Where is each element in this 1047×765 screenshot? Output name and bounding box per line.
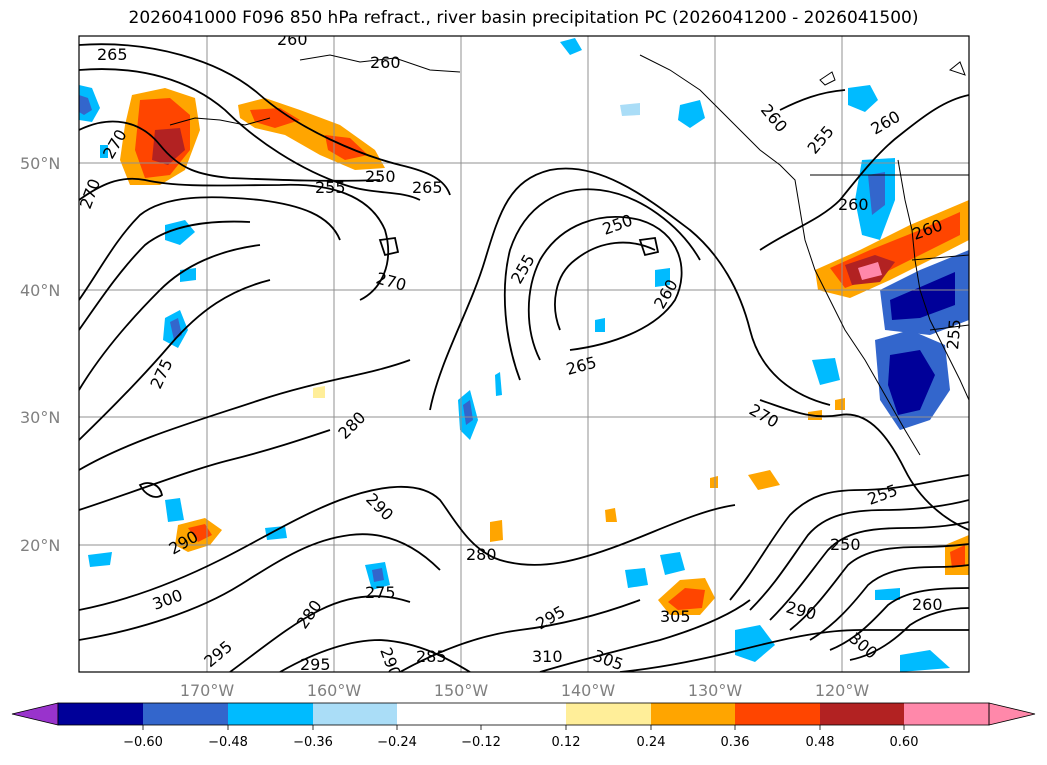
contour-label: 305 — [660, 607, 691, 626]
contour-label: 250 — [365, 167, 396, 186]
colorbar-segment — [904, 703, 989, 725]
precipitation-shading — [79, 38, 969, 672]
lon-label: 120°W — [815, 681, 870, 700]
colorbar-segment — [397, 703, 481, 725]
colorbar-tick: 0.48 — [806, 735, 835, 750]
lat-label: 40°N — [20, 281, 60, 300]
contour-label: 260 — [370, 53, 401, 72]
colorbar-tick: −0.48 — [208, 735, 248, 750]
colorbar-under-arrow — [11, 702, 59, 726]
contour-label: 265 — [412, 178, 443, 197]
lat-label: 30°N — [20, 408, 60, 427]
lon-label: 140°W — [561, 681, 616, 700]
contour-label: 265 — [97, 45, 128, 64]
colorbar: −0.60 −0.48 −0.36 −0.24 −0.12 0.12 0.24 … — [11, 702, 1036, 750]
colorbar-segment — [143, 703, 228, 725]
colorbar-over-arrow — [988, 702, 1036, 726]
lat-label: 20°N — [20, 536, 60, 555]
contour-label: 310 — [532, 647, 563, 666]
lon-label: 160°W — [307, 681, 362, 700]
colorbar-tick: 0.24 — [637, 735, 666, 750]
colorbar-segment — [481, 703, 566, 725]
contour-label: 260 — [277, 30, 308, 49]
figure-title: 2026041000 F096 850 hPa refract., river … — [128, 8, 919, 28]
contour-label: 260 — [838, 195, 869, 214]
colorbar-segment — [566, 703, 651, 725]
map-frame — [78, 35, 970, 673]
contour-label: 275 — [365, 583, 396, 602]
colorbar-segment — [735, 703, 820, 725]
colorbar-tick: −0.36 — [293, 735, 333, 750]
contour-label: 255 — [315, 178, 346, 197]
latitude-labels: 50°N 40°N 30°N 20°N — [20, 154, 60, 555]
colorbar-tick: −0.60 — [123, 735, 163, 750]
lon-label: 130°W — [688, 681, 743, 700]
colorbar-tick: 0.12 — [552, 735, 581, 750]
colorbar-segment — [820, 703, 904, 725]
contour-label: 280 — [466, 545, 497, 564]
contour-label: 295 — [300, 655, 331, 674]
contour-label: 250 — [830, 535, 861, 554]
refractivity-contours — [79, 43, 969, 672]
colorbar-tick: 0.60 — [890, 735, 919, 750]
colorbar-tick: −0.24 — [377, 735, 417, 750]
coastlines — [169, 54, 969, 456]
lon-label: 150°W — [434, 681, 489, 700]
colorbar-tick: −0.12 — [461, 735, 501, 750]
lon-label: 170°W — [180, 681, 235, 700]
colorbar-segment — [58, 703, 143, 725]
map-background — [79, 36, 969, 672]
contour-label: 285 — [416, 647, 447, 666]
contour-label: 255 — [943, 318, 965, 350]
longitude-labels: 170°W 160°W 150°W 140°W 130°W 120°W — [180, 681, 870, 700]
colorbar-segment — [313, 703, 397, 725]
colorbar-segment — [651, 703, 735, 725]
colorbar-tick: 0.36 — [721, 735, 750, 750]
lat-label: 50°N — [20, 154, 60, 173]
contour-label: 260 — [912, 595, 943, 614]
colorbar-segment — [228, 703, 313, 725]
